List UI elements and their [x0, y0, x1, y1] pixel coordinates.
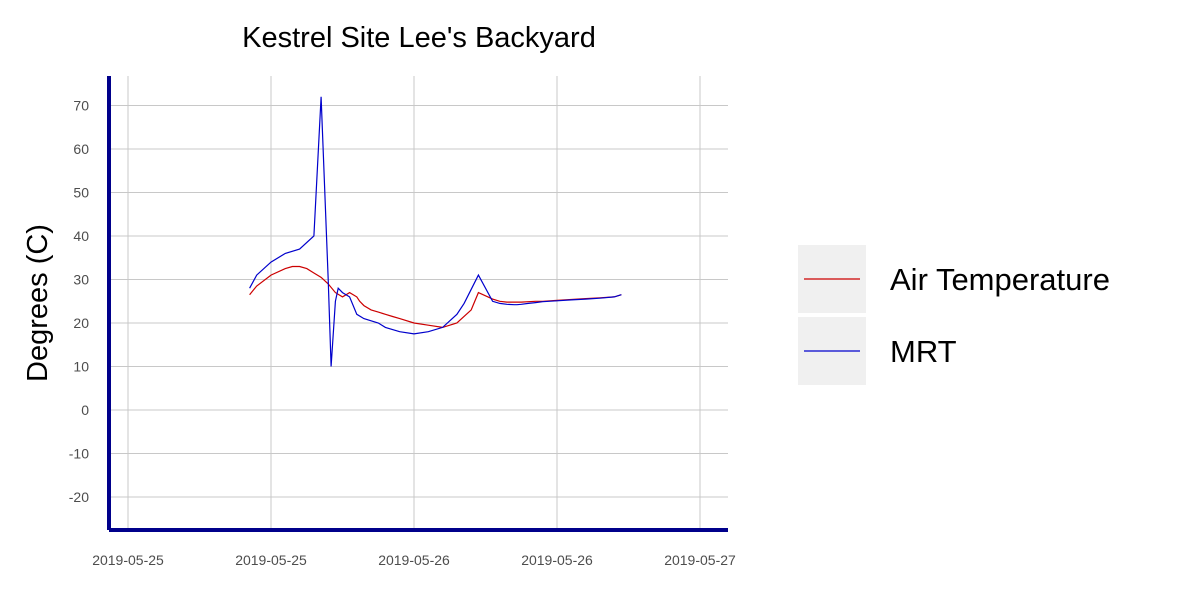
legend: Air Temperature MRT — [798, 245, 1110, 385]
y-tick-labels: -20 -10 0 10 20 30 40 50 60 70 — [69, 98, 89, 506]
grid-lines — [111, 76, 728, 528]
x-tick-label: 2019-05-25 — [92, 552, 164, 568]
x-tick-label: 2019-05-26 — [378, 552, 450, 568]
y-tick-label: 20 — [73, 315, 89, 331]
y-tick-label: 70 — [73, 98, 89, 114]
y-tick-label: 50 — [73, 185, 89, 201]
x-tick-labels: 2019-05-25 2019-05-25 2019-05-26 2019-05-26… — [92, 552, 736, 568]
y-tick-label: 60 — [73, 141, 89, 157]
y-tick-label: 0 — [81, 402, 89, 418]
y-axis-label: Degrees (C) — [22, 224, 54, 382]
series-line-mrt — [249, 96, 622, 367]
series-line-air-temperature — [249, 265, 622, 329]
y-tick-label: 10 — [73, 359, 89, 375]
chart-title: Kestrel Site Lee's Backyard — [242, 22, 596, 54]
x-tick-label: 2019-05-25 — [235, 552, 307, 568]
y-tick-label: 30 — [73, 272, 89, 288]
legend-label: MRT — [890, 334, 957, 369]
y-tick-label: -10 — [69, 446, 89, 462]
x-tick-label: 2019-05-26 — [521, 552, 593, 568]
y-tick-label: 40 — [73, 228, 89, 244]
x-tick-label: 2019-05-27 — [664, 552, 736, 568]
series-lines — [249, 96, 622, 367]
legend-label: Air Temperature — [890, 262, 1110, 297]
y-tick-label: -20 — [69, 489, 89, 505]
